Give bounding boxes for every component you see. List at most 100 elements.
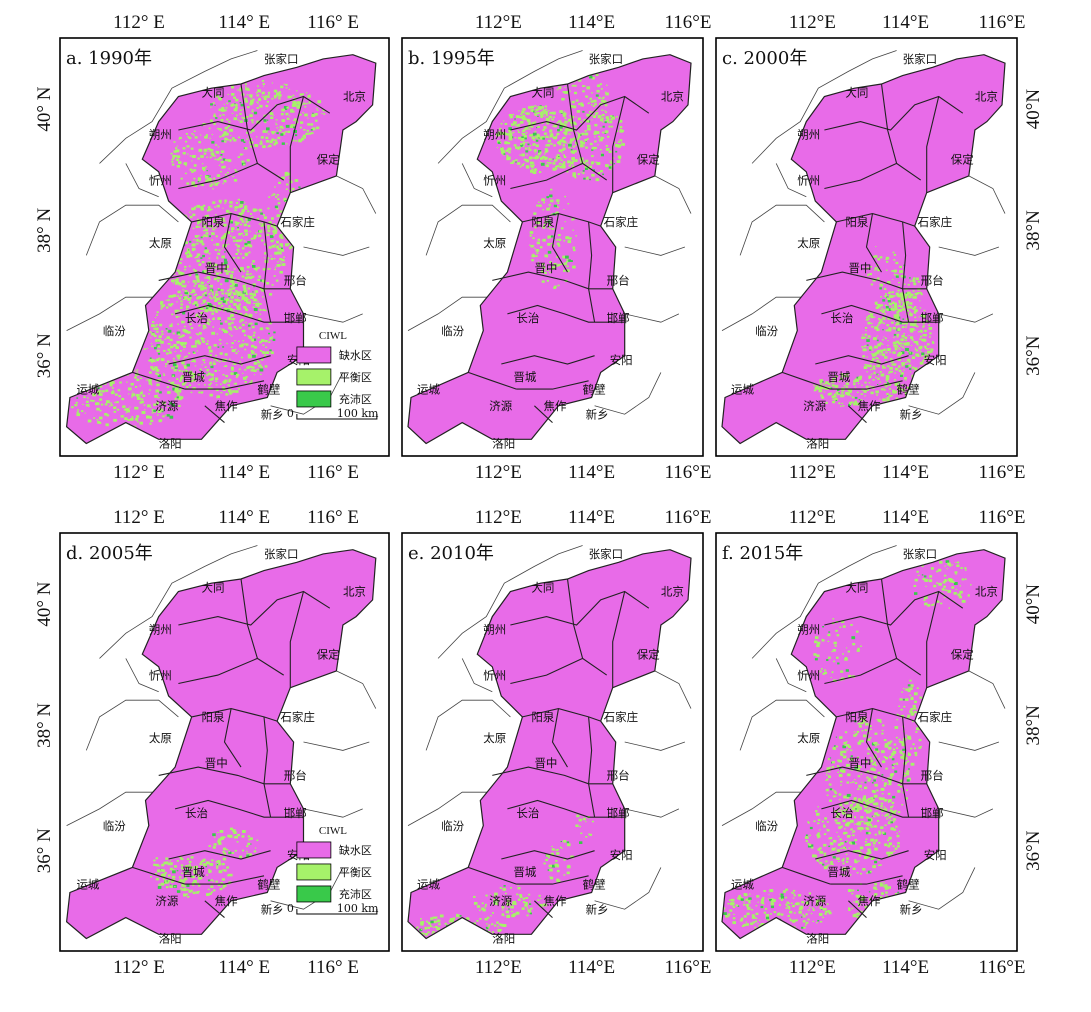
city-boundary [168, 355, 271, 365]
city-boundary [830, 380, 903, 390]
latitude-label: 40° N [34, 581, 55, 626]
city-label: 洛阳 [492, 932, 515, 946]
city-boundary [926, 96, 940, 193]
deficit-zone [408, 54, 691, 444]
city-label: 济源 [489, 894, 512, 908]
panel-frame [715, 532, 1018, 952]
latitude-label: 38°N [1023, 705, 1044, 746]
city-label: 石家庄 [918, 710, 953, 724]
city-boundary [510, 657, 608, 685]
city-boundary [174, 304, 304, 323]
bottom-longitude-label: 114°E [568, 462, 615, 483]
city-label: 济源 [155, 399, 178, 413]
city-label: 保定 [637, 647, 660, 661]
legend-swatch [296, 368, 332, 386]
city-boundary [223, 708, 242, 768]
city-label: 石家庄 [604, 710, 639, 724]
city-label: 邢台 [284, 769, 307, 783]
legend-label: 充沛区 [339, 887, 372, 901]
panel-frame [715, 37, 1018, 457]
city-label: 临汾 [441, 819, 464, 833]
city-label: 晋城 [827, 865, 850, 879]
city-boundary [534, 405, 553, 424]
panel-title: a. 1990年 [66, 48, 152, 69]
top-longitude-label: 114°E [882, 507, 929, 528]
panel-title: e. 2010年 [408, 543, 494, 564]
city-label: 邢台 [607, 274, 630, 288]
admin-boundary [624, 808, 680, 818]
city-boundary [263, 221, 272, 323]
deficit-zone [722, 54, 1005, 444]
admin-boundary [624, 246, 686, 256]
latitude-label: 36° N [34, 828, 55, 873]
city-boundary [821, 799, 939, 818]
city-boundary [824, 95, 964, 131]
city-label: 北京 [975, 585, 998, 599]
bottom-longitude-label: 116°E [664, 462, 711, 483]
bottom-longitude-label: 114°E [882, 462, 929, 483]
city-label: 大同 [845, 86, 868, 100]
admin-boundary [85, 699, 179, 751]
city-label: 石家庄 [918, 215, 953, 229]
city-label: 太原 [483, 236, 506, 250]
city-label: 新乡 [900, 407, 923, 421]
city-boundary [566, 578, 584, 659]
city-boundary [880, 83, 898, 164]
city-label: 鹤壁 [897, 382, 920, 396]
admin-boundary [461, 163, 493, 198]
latitude-label: 38° N [34, 207, 55, 252]
city-label: 临汾 [755, 819, 778, 833]
city-boundary [806, 766, 927, 785]
city-label: 张家口 [264, 52, 299, 66]
city-boundary [806, 271, 927, 290]
city-label: 张家口 [264, 547, 299, 561]
city-label: 晋城 [513, 865, 536, 879]
admin-boundary [739, 204, 825, 256]
city-boundary [158, 271, 291, 290]
panel-frame [401, 37, 704, 457]
bottom-longitude-label: 116°E [978, 462, 1025, 483]
city-label: 济源 [803, 894, 826, 908]
top-longitude-label: 112° E [113, 507, 165, 528]
city-boundary [510, 95, 650, 131]
city-boundary [132, 371, 186, 390]
city-boundary [824, 162, 922, 190]
city-label: 安阳 [610, 353, 633, 367]
admin-boundary [425, 204, 511, 256]
city-label: 北京 [661, 90, 684, 104]
latitude-label: 38°N [1023, 210, 1044, 251]
city-label: 焦作 [857, 894, 880, 908]
city-label: 张家口 [589, 52, 624, 66]
city-label: 邯郸 [921, 806, 944, 820]
city-boundary [492, 766, 613, 785]
top-longitude-label: 116°E [978, 12, 1025, 33]
admin-boundary [908, 867, 976, 910]
bottom-longitude-label: 116°E [664, 957, 711, 978]
city-label: 临汾 [755, 324, 778, 338]
balance-zone [496, 73, 625, 289]
city-label: 安阳 [924, 353, 947, 367]
city-boundary [836, 213, 915, 227]
latitude-label: 40°N [1023, 584, 1044, 625]
map-panel-d: d. 2005年张家口大同北京朔州保定忻州阳泉石家庄太原晋中邢台长治邯郸临汾安阳… [34, 507, 390, 978]
city-label: 忻州 [149, 173, 172, 187]
city-label: 洛阳 [806, 932, 829, 946]
city-label: 保定 [317, 152, 340, 166]
admin-boundary [721, 296, 807, 331]
city-boundary [830, 875, 903, 885]
city-boundary [612, 591, 626, 688]
scale-start-label: 0 [287, 902, 294, 915]
city-label: 新乡 [261, 902, 284, 916]
city-label: 石家庄 [604, 215, 639, 229]
top-longitude-label: 116°E [664, 12, 711, 33]
city-label: 忻州 [797, 173, 820, 187]
city-label: 阳泉 [531, 215, 554, 229]
panel-title: f. 2015年 [722, 543, 803, 564]
latitude-label: 40°N [1023, 89, 1044, 130]
city-label: 阳泉 [201, 710, 224, 724]
admin-boundary [407, 791, 493, 826]
balance-zone [71, 80, 326, 430]
